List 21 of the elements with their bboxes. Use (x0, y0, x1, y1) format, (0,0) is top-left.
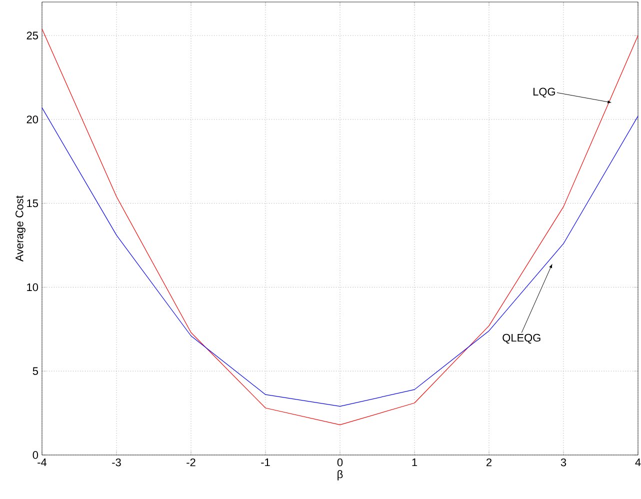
x-tick-label: 1 (412, 458, 418, 466)
y-tick-label: 15 (27, 200, 38, 208)
annotation: LQG (533, 88, 555, 98)
x-tick-label: 2 (486, 458, 492, 466)
x-tick-label: -2 (186, 458, 196, 466)
y-tick-label: 25 (26, 32, 38, 40)
x-tick-label: 0 (337, 458, 343, 466)
y-tick-label: 5 (32, 367, 38, 375)
line-series (42, 107, 638, 407)
y-tick-label: 0 (32, 451, 38, 459)
x-tick-label: -3 (112, 458, 121, 466)
x-tick-label: -1 (261, 458, 270, 466)
y-axis-title: Average Cost (16, 195, 26, 262)
annotation: QLEQG (502, 334, 540, 344)
x-tick-label: -4 (38, 458, 47, 466)
y-tick-label: 10 (27, 283, 38, 292)
x-axis-title: β (338, 470, 343, 480)
y-tick-label: 20 (26, 116, 38, 124)
x-tick-label: 3 (560, 458, 566, 466)
line-series (42, 28, 638, 426)
x-tick-label: 4 (635, 458, 641, 466)
